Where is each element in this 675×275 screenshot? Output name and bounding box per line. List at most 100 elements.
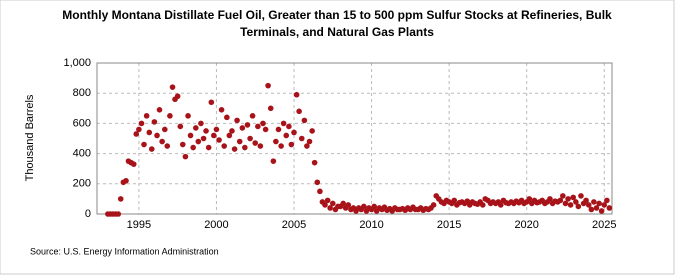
point xyxy=(327,205,333,211)
point xyxy=(154,132,160,139)
point xyxy=(547,196,553,202)
y-tick-label: 400 xyxy=(73,148,91,160)
y-tick-label: 1,000 xyxy=(63,57,91,69)
point xyxy=(588,206,595,213)
point xyxy=(195,138,202,145)
point xyxy=(575,203,582,210)
point xyxy=(288,141,295,148)
point xyxy=(205,144,212,151)
point xyxy=(146,129,153,136)
point xyxy=(565,196,571,202)
point xyxy=(265,82,271,89)
point xyxy=(311,159,318,166)
x-tick-label: 2010 xyxy=(359,219,383,231)
point xyxy=(293,91,300,98)
point xyxy=(211,132,217,139)
point xyxy=(229,128,235,134)
x-tick-label: 2005 xyxy=(282,219,306,231)
point xyxy=(324,197,331,204)
point xyxy=(296,108,302,115)
point xyxy=(133,131,140,137)
point xyxy=(497,202,504,208)
point xyxy=(598,208,605,214)
point xyxy=(309,128,315,134)
point xyxy=(198,120,204,127)
point xyxy=(260,120,266,127)
point xyxy=(604,197,610,204)
point xyxy=(136,126,142,133)
point xyxy=(430,202,437,208)
point xyxy=(371,203,378,210)
point xyxy=(236,138,243,145)
point xyxy=(601,202,608,208)
chart-title: Terminals, and Natural Gas Plants xyxy=(240,25,434,39)
point xyxy=(218,107,225,113)
point xyxy=(164,143,171,149)
point xyxy=(169,84,176,90)
point xyxy=(267,105,274,112)
source: Source: U.S. Energy Information Administ… xyxy=(30,246,219,256)
x-tick-label: 1995 xyxy=(127,219,151,231)
point xyxy=(200,135,207,142)
point xyxy=(247,135,253,142)
point xyxy=(591,199,597,205)
point xyxy=(143,113,150,119)
point xyxy=(151,119,158,125)
point xyxy=(557,197,564,204)
point xyxy=(231,146,238,152)
point xyxy=(345,202,352,208)
y-tick-label: 800 xyxy=(73,87,91,99)
point xyxy=(213,126,220,133)
point xyxy=(562,200,569,207)
point xyxy=(234,117,240,124)
x-tick-label: 2025 xyxy=(592,219,616,231)
point xyxy=(262,126,269,133)
point xyxy=(280,120,287,127)
point xyxy=(526,196,533,202)
point xyxy=(314,179,321,186)
point xyxy=(203,128,209,134)
point xyxy=(593,205,600,211)
x-tick-label: 2020 xyxy=(514,219,538,231)
point xyxy=(130,161,137,167)
point xyxy=(479,202,486,208)
y-tick-label: 0 xyxy=(85,208,91,220)
point xyxy=(273,138,279,145)
y-tick-label: 600 xyxy=(73,117,91,129)
point xyxy=(278,143,284,149)
point xyxy=(361,203,367,210)
point xyxy=(242,144,248,151)
point xyxy=(306,138,313,145)
point xyxy=(301,117,308,124)
point xyxy=(573,199,579,205)
point xyxy=(182,153,189,160)
point xyxy=(596,200,602,207)
point xyxy=(156,107,163,113)
point xyxy=(177,123,184,130)
point xyxy=(138,120,145,127)
point xyxy=(606,205,613,211)
point xyxy=(115,211,122,217)
chart-title: Monthly Montana Distillate Fuel Oil, Gre… xyxy=(62,8,612,22)
point xyxy=(298,135,305,142)
point xyxy=(585,202,592,208)
point xyxy=(270,158,277,164)
point xyxy=(252,140,259,146)
point xyxy=(257,143,264,149)
point xyxy=(141,141,147,148)
x-tick-label: 2000 xyxy=(204,219,228,231)
point xyxy=(117,196,124,202)
point xyxy=(179,141,186,148)
point xyxy=(193,125,199,131)
point xyxy=(167,113,173,119)
point xyxy=(226,132,233,139)
point xyxy=(244,122,251,128)
point xyxy=(570,194,577,201)
plot-frame xyxy=(96,62,613,215)
point xyxy=(174,93,181,100)
point xyxy=(283,132,290,139)
point xyxy=(249,113,256,119)
point xyxy=(224,114,230,121)
x-tick-label: 2015 xyxy=(437,219,461,231)
